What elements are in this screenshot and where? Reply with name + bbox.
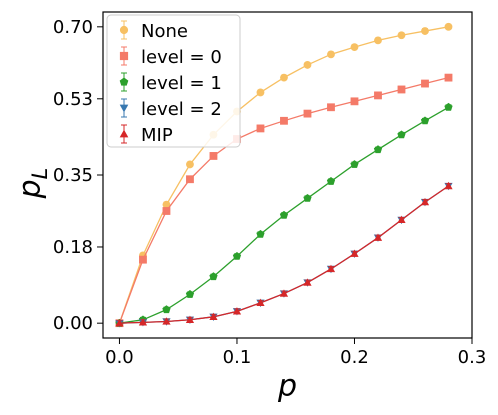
data-point <box>444 22 453 31</box>
legend-label: level = 2 <box>141 99 222 120</box>
data-point <box>232 307 242 315</box>
data-point <box>256 88 265 97</box>
data-point <box>374 36 382 45</box>
legend-box <box>106 14 241 148</box>
data-point <box>139 255 147 264</box>
legend-label: None <box>141 21 188 42</box>
legend-marker <box>119 129 129 138</box>
data-point <box>421 27 429 35</box>
data-point <box>303 109 312 118</box>
y-axis-label-main: p <box>13 179 48 199</box>
data-point <box>280 73 288 82</box>
y-tick-label: 0.00 <box>53 313 93 334</box>
data-point <box>421 79 429 88</box>
y-tick-label: 0.18 <box>53 237 93 258</box>
data-point <box>209 312 218 321</box>
legend-label: level = 0 <box>141 47 222 68</box>
data-point <box>186 160 194 169</box>
data-point <box>256 229 265 238</box>
data-point <box>397 130 406 139</box>
data-point <box>326 264 336 273</box>
data-point <box>327 103 335 112</box>
x-tick-label: 0.2 <box>340 347 369 368</box>
data-point <box>186 175 194 184</box>
data-point <box>256 298 265 307</box>
data-point <box>397 85 406 94</box>
data-point <box>374 91 382 100</box>
data-point <box>444 181 453 190</box>
x-tick-label: 0.3 <box>458 347 487 368</box>
y-axis-label: pL <box>13 168 52 200</box>
data-point <box>162 317 171 325</box>
data-point <box>397 31 406 40</box>
legend-marker <box>119 51 129 61</box>
x-tick-label: 0.0 <box>105 347 134 368</box>
data-point <box>256 124 265 133</box>
data-point <box>162 305 171 314</box>
x-tick-label: 0.1 <box>223 347 252 368</box>
data-point <box>303 61 312 69</box>
series-level-0 <box>115 73 453 328</box>
data-point <box>350 97 359 106</box>
series-layer <box>115 22 453 328</box>
data-point <box>326 177 336 185</box>
data-point <box>397 215 406 224</box>
data-point <box>185 315 195 323</box>
legend: None level = 0 level = 1 level = 2 MIP <box>106 14 241 148</box>
data-point <box>373 233 383 241</box>
y-axis-label-subscript: L <box>28 168 52 180</box>
data-point <box>279 210 289 219</box>
data-point <box>444 102 453 111</box>
data-point <box>373 145 383 154</box>
data-point <box>162 207 171 215</box>
data-point <box>209 152 218 160</box>
data-point <box>350 160 359 168</box>
data-point <box>185 290 195 298</box>
data-point <box>444 73 453 82</box>
series-mip <box>115 181 453 327</box>
data-point <box>280 116 288 125</box>
legend-marker <box>119 25 129 35</box>
ticks-layer: 0.0 0.1 0.2 0.3 0.00 0.18 0.35 0.53 0.70 <box>53 17 486 368</box>
x-axis-label: p <box>277 369 297 404</box>
y-tick-label: 0.35 <box>53 165 93 186</box>
data-point <box>138 318 148 326</box>
data-point <box>420 197 430 206</box>
y-tick-label: 0.70 <box>53 17 93 38</box>
series-level-1 <box>115 102 453 327</box>
data-point <box>350 249 359 257</box>
legend-label: level = 1 <box>141 73 222 94</box>
data-point <box>303 193 312 202</box>
data-point <box>209 272 218 281</box>
data-point <box>115 318 124 327</box>
legend-marker <box>119 104 129 113</box>
data-point <box>327 50 335 59</box>
data-point <box>232 251 242 260</box>
data-point <box>279 289 289 297</box>
legend-label: MIP <box>141 125 173 146</box>
data-point <box>420 116 430 125</box>
y-tick-label: 0.53 <box>53 89 93 110</box>
data-point <box>303 278 312 286</box>
data-point <box>350 43 359 52</box>
legend-marker <box>119 77 129 86</box>
